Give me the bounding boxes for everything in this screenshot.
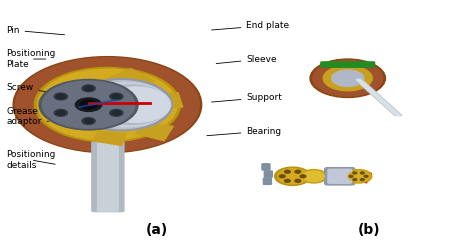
FancyBboxPatch shape (264, 178, 272, 184)
Circle shape (301, 170, 327, 183)
Circle shape (310, 59, 385, 97)
Circle shape (112, 94, 120, 99)
Circle shape (84, 86, 93, 90)
Circle shape (313, 61, 383, 96)
Text: Pin: Pin (6, 26, 64, 35)
Circle shape (295, 179, 301, 182)
FancyBboxPatch shape (98, 138, 118, 211)
Circle shape (83, 83, 170, 127)
Text: (a): (a) (146, 223, 168, 237)
Circle shape (346, 170, 372, 183)
Circle shape (295, 170, 301, 173)
Text: Screw: Screw (6, 83, 50, 92)
Circle shape (323, 66, 372, 91)
Circle shape (75, 98, 102, 111)
Circle shape (353, 179, 357, 181)
Circle shape (349, 175, 353, 177)
Polygon shape (356, 79, 401, 115)
Polygon shape (150, 93, 183, 110)
Circle shape (332, 70, 364, 87)
Polygon shape (136, 124, 173, 141)
Circle shape (39, 79, 138, 130)
Circle shape (56, 94, 65, 99)
Text: Support: Support (211, 93, 283, 102)
Circle shape (277, 169, 308, 184)
Circle shape (54, 110, 67, 116)
Circle shape (42, 81, 135, 128)
Text: Positioning
Plate: Positioning Plate (6, 49, 55, 69)
FancyBboxPatch shape (321, 62, 374, 67)
Circle shape (109, 93, 123, 100)
FancyBboxPatch shape (325, 168, 355, 185)
Circle shape (348, 171, 369, 182)
Circle shape (353, 172, 357, 174)
Polygon shape (103, 69, 155, 90)
Circle shape (112, 111, 120, 115)
Circle shape (82, 85, 95, 92)
Circle shape (300, 175, 306, 178)
Text: (b): (b) (357, 223, 380, 237)
Circle shape (56, 111, 65, 115)
Circle shape (54, 93, 67, 100)
Circle shape (16, 58, 199, 152)
Text: End plate: End plate (211, 21, 290, 30)
Circle shape (92, 85, 170, 124)
Text: Bearing: Bearing (207, 127, 282, 136)
Circle shape (279, 175, 285, 178)
FancyBboxPatch shape (328, 169, 352, 183)
Circle shape (303, 171, 324, 182)
Circle shape (82, 118, 95, 124)
Polygon shape (355, 79, 402, 115)
Circle shape (74, 81, 169, 129)
Circle shape (360, 172, 364, 174)
Text: Sleeve: Sleeve (216, 54, 277, 64)
Circle shape (13, 57, 201, 153)
Circle shape (84, 119, 93, 123)
Circle shape (80, 100, 97, 109)
Polygon shape (93, 131, 126, 146)
Text: Grease
adaptor: Grease adaptor (6, 107, 48, 126)
Circle shape (275, 167, 310, 185)
FancyBboxPatch shape (264, 171, 273, 177)
Circle shape (37, 69, 177, 140)
Circle shape (284, 179, 290, 182)
Circle shape (101, 87, 171, 122)
FancyBboxPatch shape (262, 164, 270, 170)
Circle shape (71, 79, 173, 131)
Circle shape (35, 68, 181, 142)
Circle shape (109, 110, 123, 116)
FancyBboxPatch shape (92, 137, 124, 212)
Circle shape (364, 175, 368, 177)
Circle shape (284, 170, 290, 173)
Circle shape (360, 179, 364, 181)
Text: Positioning
details: Positioning details (6, 150, 55, 170)
